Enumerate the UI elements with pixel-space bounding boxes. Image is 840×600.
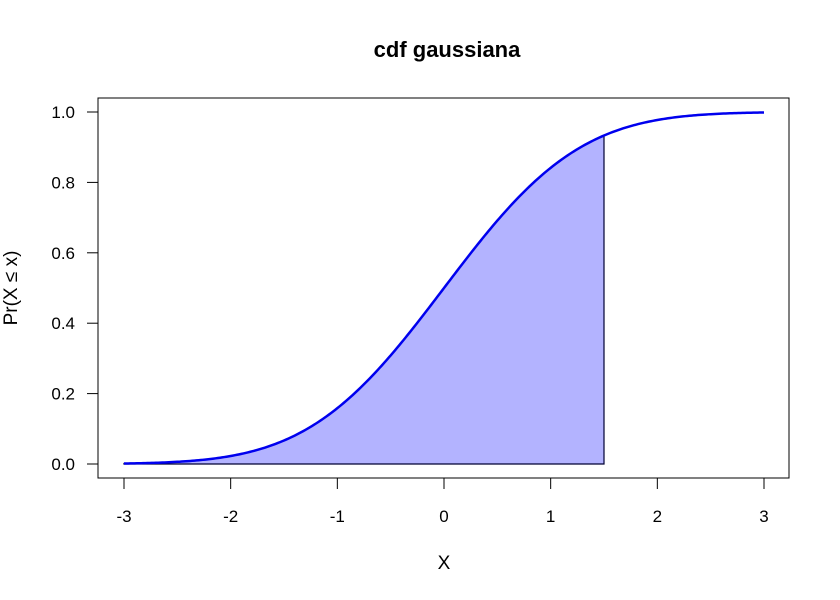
x-tick-label: -1 bbox=[330, 507, 345, 526]
y-tick-label: 1.0 bbox=[51, 103, 75, 122]
y-tick-label: 0.6 bbox=[51, 244, 75, 263]
curve-layer bbox=[123, 111, 765, 465]
chart-title: cdf gaussiana bbox=[374, 37, 521, 62]
x-tick-label: -3 bbox=[116, 507, 131, 526]
x-tick-label: 1 bbox=[546, 507, 555, 526]
y-tick-label: 0.8 bbox=[51, 173, 75, 192]
cdf-curve bbox=[123, 111, 765, 465]
y-tick-label: 0.0 bbox=[51, 455, 75, 474]
x-tick-label: 3 bbox=[759, 507, 768, 526]
y-axis: 0.0 0.2 0.4 0.6 0.8 1.0 bbox=[51, 103, 99, 474]
x-tick-label: 0 bbox=[439, 507, 448, 526]
x-tick-label: 2 bbox=[653, 507, 662, 526]
x-axis-label: X bbox=[438, 553, 451, 574]
y-tick-label: 0.2 bbox=[51, 385, 75, 404]
y-tick-label: 0.4 bbox=[51, 314, 75, 333]
x-axis: -3 -2 -1 0 1 2 3 bbox=[116, 477, 769, 526]
x-tick-label: -2 bbox=[223, 507, 238, 526]
y-axis-label: Pr(X ≤ x) bbox=[1, 251, 22, 326]
